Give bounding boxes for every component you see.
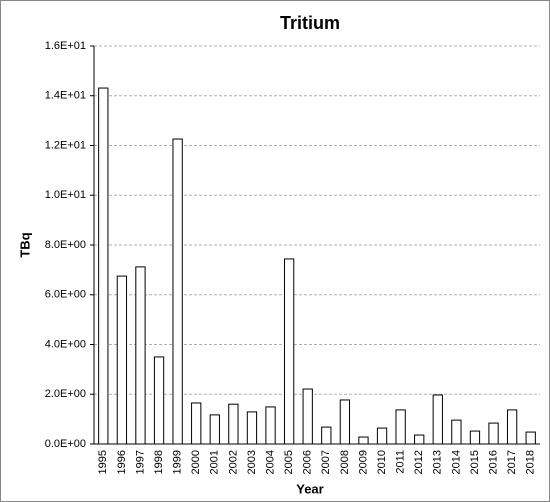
bar	[414, 434, 425, 445]
bar	[265, 406, 276, 445]
x-tick-label: 2011	[395, 450, 407, 474]
bar	[469, 430, 481, 445]
y-tick-label: 4.0E+00	[45, 338, 86, 350]
y-tick-label: 0.0E+00	[45, 438, 86, 450]
bar	[246, 411, 258, 445]
y-tick-label: 1.0E+01	[45, 189, 86, 201]
x-tick-label: 2004	[264, 450, 276, 474]
bar	[209, 414, 220, 445]
y-tick-label: 2.0E+00	[45, 388, 86, 400]
x-tick-label: 1995	[97, 450, 109, 474]
bar	[432, 394, 443, 445]
bar	[506, 409, 518, 445]
y-tick-label: 1.4E+01	[45, 90, 86, 102]
x-tick-label: 2009	[357, 450, 369, 474]
x-tick-label: 1996	[116, 450, 128, 474]
y-tick-label: 6.0E+00	[45, 289, 86, 301]
x-tick-label: 2010	[376, 450, 388, 474]
y-tick-label: 1.6E+01	[45, 40, 86, 52]
x-tick-label: 2003	[246, 450, 258, 474]
x-tick-label: 1999	[172, 450, 184, 474]
bar	[172, 138, 183, 445]
x-tick-label: 2002	[227, 450, 239, 474]
x-tick-label: 2018	[525, 450, 537, 474]
y-axis-title: TBq	[17, 232, 32, 257]
x-tick-label: 2006	[302, 450, 314, 474]
bar	[525, 431, 536, 445]
x-tick-label: 2008	[339, 450, 351, 474]
y-tick-label: 1.2E+01	[45, 139, 86, 151]
x-tick-label: 2015	[469, 450, 481, 474]
bar	[358, 436, 369, 445]
bar	[98, 87, 109, 445]
x-tick-label: 2005	[283, 450, 295, 474]
bar	[228, 403, 239, 445]
bar	[395, 409, 406, 445]
chart-title: Tritium	[280, 13, 340, 33]
x-axis-title: Year	[296, 481, 323, 496]
bar	[116, 275, 128, 445]
x-tick-label: 2000	[190, 450, 202, 474]
bar	[302, 388, 313, 445]
bar	[339, 399, 351, 445]
x-tick-label: 2012	[413, 450, 425, 474]
bar	[153, 356, 165, 445]
x-tick-label: 2017	[506, 450, 518, 474]
bar	[376, 427, 388, 445]
x-tick-label: 1997	[134, 450, 146, 474]
x-tick-label: 1998	[153, 450, 165, 474]
bar	[321, 426, 332, 445]
x-tick-label: 2001	[209, 450, 221, 474]
x-tick-label: 2014	[450, 450, 462, 474]
bar	[488, 422, 499, 445]
bar	[191, 402, 202, 445]
x-tick-label: 2007	[320, 450, 332, 474]
x-tick-label: 2013	[432, 450, 444, 474]
x-tick-label: 2016	[487, 450, 499, 474]
y-tick-label: 8.0E+00	[45, 239, 86, 251]
bar	[283, 258, 295, 445]
bar	[135, 266, 146, 445]
bar	[451, 419, 462, 445]
